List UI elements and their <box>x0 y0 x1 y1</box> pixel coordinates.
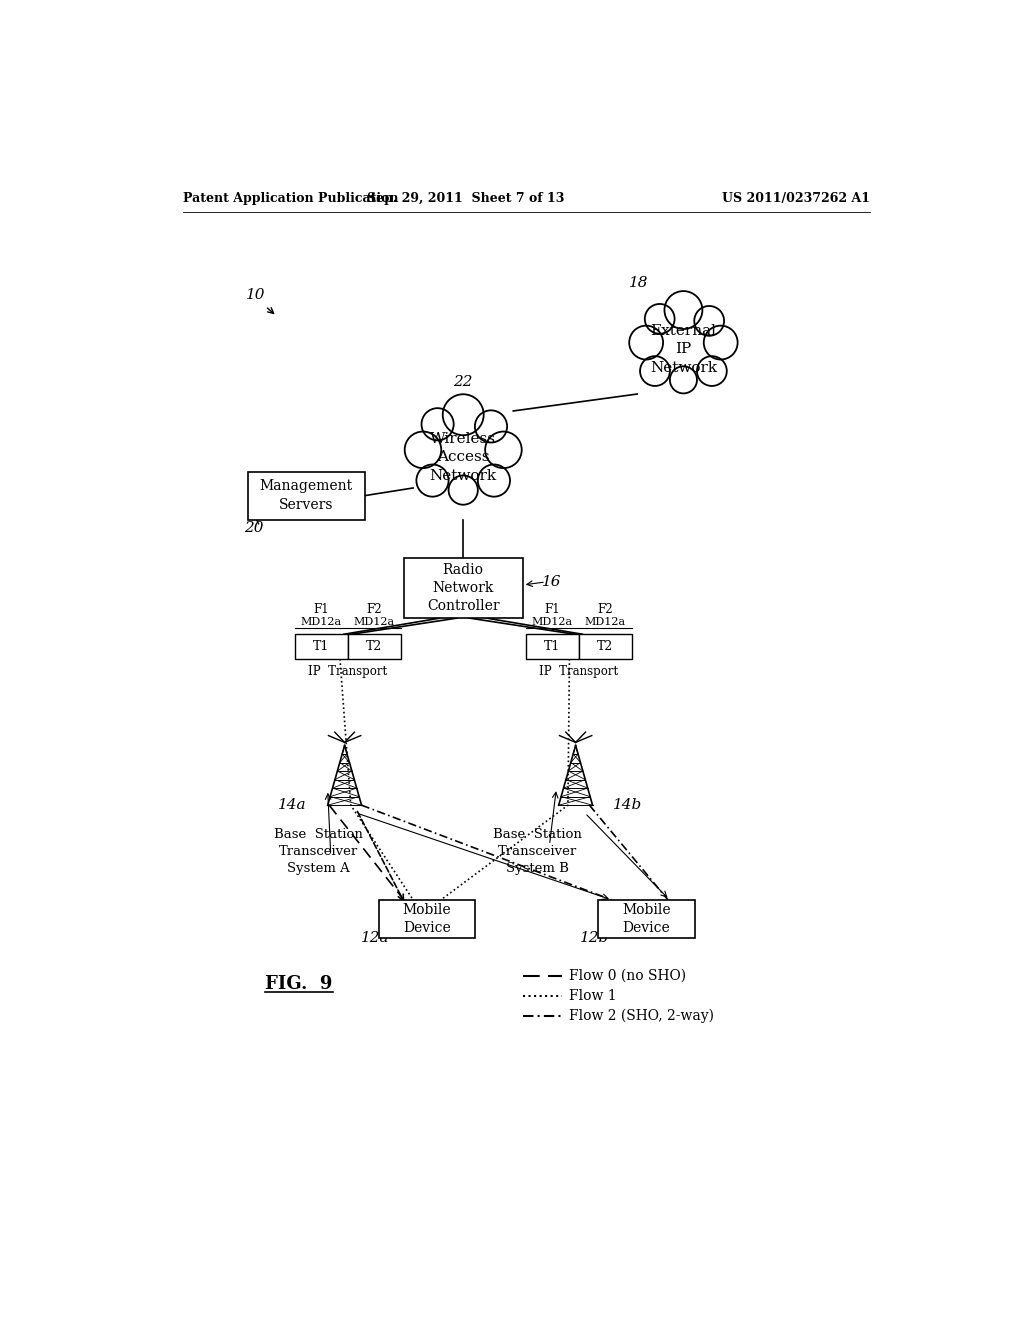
Text: T2: T2 <box>597 640 613 653</box>
Text: T1: T1 <box>544 640 560 653</box>
Text: Patent Application Publication: Patent Application Publication <box>183 191 398 205</box>
Text: IP  Transport: IP Transport <box>540 665 618 678</box>
Text: F2: F2 <box>597 603 613 616</box>
Circle shape <box>423 417 504 498</box>
Text: Mobile
Device: Mobile Device <box>402 903 452 936</box>
Circle shape <box>485 432 521 469</box>
Circle shape <box>694 306 724 335</box>
Circle shape <box>416 409 511 504</box>
FancyBboxPatch shape <box>598 900 694 939</box>
Text: F1: F1 <box>545 603 560 616</box>
FancyBboxPatch shape <box>403 558 523 618</box>
Text: F2: F2 <box>367 603 382 616</box>
Circle shape <box>697 356 727 385</box>
Text: 10: 10 <box>246 289 265 302</box>
Circle shape <box>417 465 449 496</box>
Circle shape <box>645 304 675 334</box>
Text: External
IP
Network: External IP Network <box>650 323 717 375</box>
FancyBboxPatch shape <box>579 635 632 659</box>
Text: 16: 16 <box>543 576 562 589</box>
Circle shape <box>629 326 664 359</box>
Text: 12a: 12a <box>361 931 390 945</box>
Text: 12b: 12b <box>580 931 608 945</box>
Text: Sep. 29, 2011  Sheet 7 of 13: Sep. 29, 2011 Sheet 7 of 13 <box>367 191 564 205</box>
Text: Flow 2 (SHO, 2-way): Flow 2 (SHO, 2-way) <box>569 1008 715 1023</box>
Circle shape <box>665 292 702 329</box>
Text: T2: T2 <box>367 640 382 653</box>
Text: FIG.  9: FIG. 9 <box>265 975 333 993</box>
Circle shape <box>422 408 454 441</box>
Text: 14b: 14b <box>612 799 642 812</box>
FancyBboxPatch shape <box>248 471 365 520</box>
Text: 14a: 14a <box>278 799 306 812</box>
Text: Base  Station
Transceiver
System B: Base Station Transceiver System B <box>493 828 582 875</box>
Text: 18: 18 <box>629 276 648 290</box>
Text: Mobile
Device: Mobile Device <box>623 903 671 936</box>
FancyBboxPatch shape <box>379 900 475 939</box>
FancyBboxPatch shape <box>348 635 400 659</box>
FancyBboxPatch shape <box>525 635 579 659</box>
Text: 22: 22 <box>454 375 473 388</box>
Text: Management
Servers: Management Servers <box>259 479 352 512</box>
Circle shape <box>640 356 670 385</box>
Circle shape <box>475 411 507 442</box>
Text: MD12a: MD12a <box>531 616 572 627</box>
Text: MD12a: MD12a <box>585 616 626 627</box>
FancyBboxPatch shape <box>295 635 348 659</box>
Text: F1: F1 <box>313 603 329 616</box>
Circle shape <box>478 465 510 496</box>
Circle shape <box>449 475 478 504</box>
Text: Base  Station
Transceiver
System A: Base Station Transceiver System A <box>274 828 362 875</box>
Text: MD12a: MD12a <box>301 616 342 627</box>
Circle shape <box>639 305 727 393</box>
Circle shape <box>404 432 441 469</box>
Text: Flow 0 (no SHO): Flow 0 (no SHO) <box>569 969 686 983</box>
Text: IP  Transport: IP Transport <box>308 665 387 678</box>
Text: US 2011/0237262 A1: US 2011/0237262 A1 <box>722 191 869 205</box>
Text: 20: 20 <box>244 521 263 535</box>
Circle shape <box>703 326 737 359</box>
Text: T1: T1 <box>313 640 330 653</box>
Circle shape <box>646 312 721 387</box>
Circle shape <box>670 367 697 393</box>
Text: MD12a: MD12a <box>353 616 395 627</box>
Circle shape <box>442 395 483 436</box>
Text: Radio
Network
Controller: Radio Network Controller <box>427 562 500 614</box>
Text: Wireless
Access
Network: Wireless Access Network <box>430 432 497 483</box>
Text: Flow 1: Flow 1 <box>569 989 617 1003</box>
